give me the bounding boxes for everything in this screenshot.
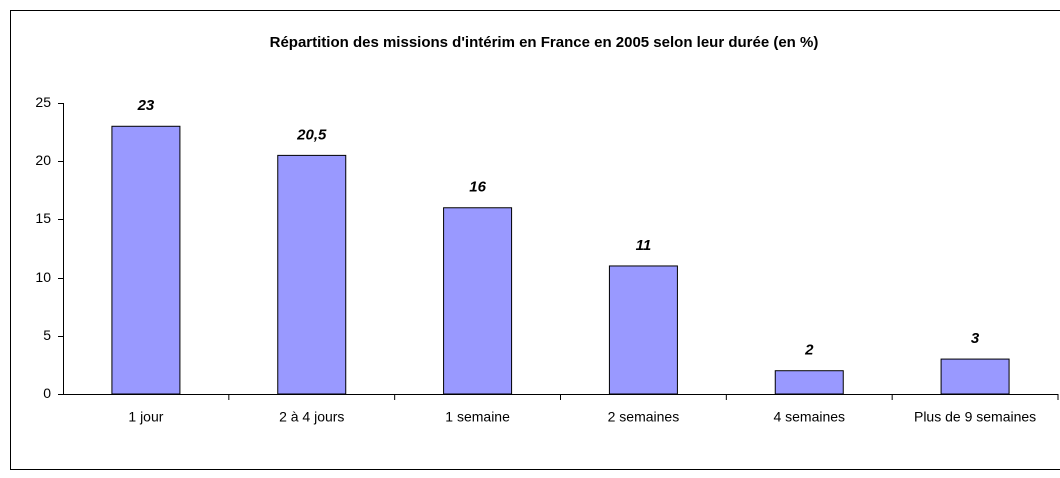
value-label: 20,5 — [296, 126, 327, 143]
x-tick-label: 2 semaines — [608, 409, 680, 425]
x-tick-label: 2 à 4 jours — [279, 409, 344, 425]
y-tick-label: 20 — [35, 152, 51, 168]
value-label: 23 — [137, 97, 155, 114]
y-tick-label: 10 — [35, 269, 51, 285]
y-tick-label: 0 — [43, 385, 51, 401]
value-label: 3 — [971, 330, 980, 347]
chart-title: Répartition des missions d'intérim en Fr… — [270, 34, 819, 51]
value-label: 2 — [804, 342, 814, 359]
x-tick-label: 1 jour — [128, 409, 163, 425]
bar — [277, 154, 347, 395]
value-label: 16 — [469, 179, 486, 196]
x-tick-label: 1 semaine — [445, 409, 510, 425]
y-tick-label: 5 — [43, 327, 51, 343]
bar — [443, 207, 513, 395]
y-tick-label: 25 — [35, 94, 51, 110]
bar — [111, 125, 181, 395]
bar — [774, 370, 844, 395]
y-tick-label: 15 — [35, 210, 51, 226]
x-tick-label: Plus de 9 semaines — [914, 409, 1036, 425]
chart-frame — [10, 10, 1060, 470]
bar — [608, 265, 678, 395]
bar — [940, 358, 1010, 395]
value-label: 11 — [636, 237, 652, 254]
x-tick-label: 4 semaines — [773, 409, 845, 425]
